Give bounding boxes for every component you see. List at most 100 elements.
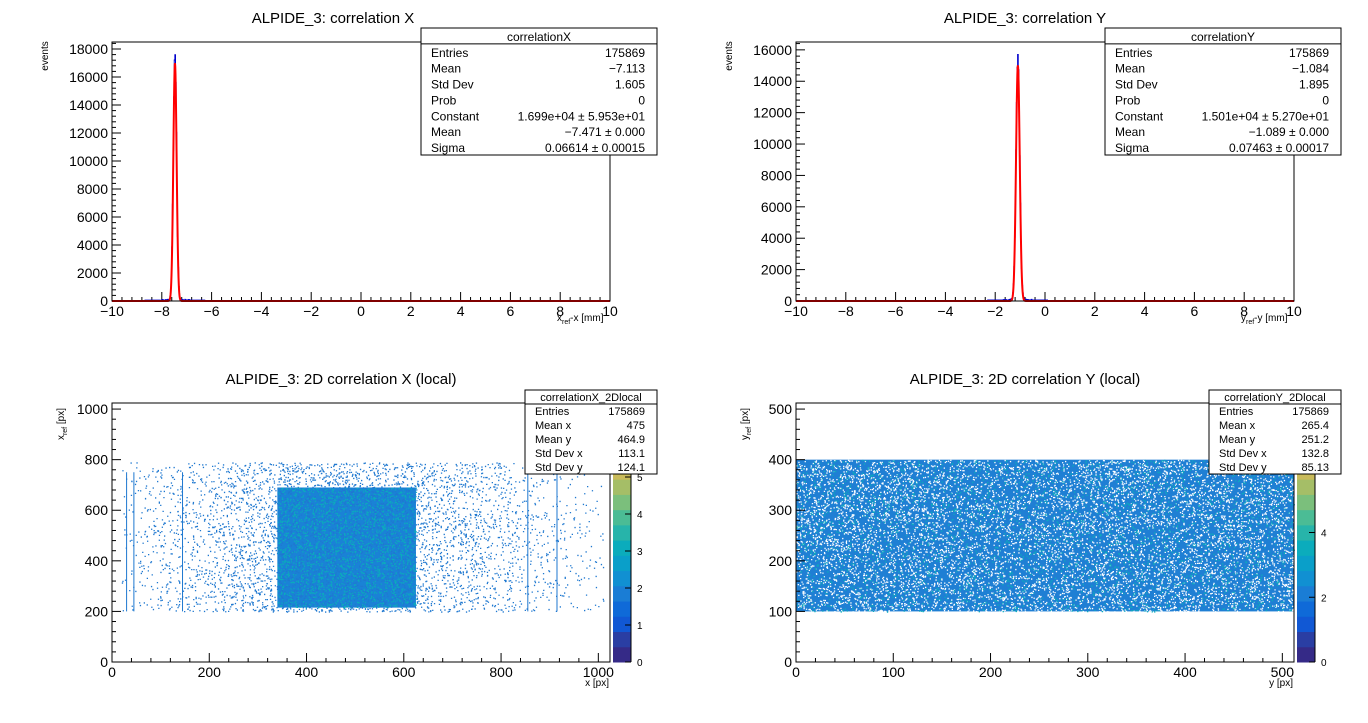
palette-swatch bbox=[613, 540, 631, 556]
stats-row-value: 1.699e+04 ± 5.953e+01 bbox=[518, 109, 646, 123]
stats-row-label: Mean bbox=[1115, 62, 1145, 76]
x-tick-label: 500 bbox=[1271, 664, 1295, 680]
stats-row-value: 265.4 bbox=[1301, 420, 1329, 432]
palette-tick-label: 5 bbox=[637, 473, 643, 484]
x-tick-label: 6 bbox=[1191, 303, 1199, 319]
y-axis-label: xref [px] bbox=[56, 408, 69, 440]
stats-box-name: correlationX_2Dlocal bbox=[540, 392, 642, 404]
stats-row-value: 175869 bbox=[1289, 46, 1329, 60]
palette-swatch bbox=[1297, 631, 1315, 648]
x-tick-label: 600 bbox=[392, 664, 416, 680]
palette-swatch bbox=[1297, 616, 1315, 633]
stats-row-value: 1.895 bbox=[1299, 78, 1329, 92]
stats-row-label: Mean bbox=[431, 62, 461, 76]
stats-row-value: 175869 bbox=[1292, 406, 1329, 418]
y-tick-label: 14000 bbox=[69, 97, 108, 113]
palette-swatch bbox=[613, 524, 631, 541]
palette-swatch bbox=[613, 616, 631, 633]
stats-row-label: Mean y bbox=[1219, 434, 1256, 446]
heatmap-cells bbox=[796, 459, 1296, 613]
stats-row-value: 175869 bbox=[608, 406, 645, 418]
stats-box: correlationX_2Dlocal Entries 175869 Mean x 4… bbox=[524, 389, 658, 475]
heatmap-sparse-cells bbox=[121, 462, 605, 613]
y-tick-label: 800 bbox=[85, 452, 109, 468]
palette-swatch bbox=[1297, 540, 1315, 556]
stats-row-value: −1.084 bbox=[1292, 62, 1329, 76]
x-axis-label: y [px] bbox=[1269, 678, 1293, 689]
y-tick-label: 0 bbox=[100, 654, 108, 670]
x-tick-label: −10 bbox=[100, 303, 124, 319]
chart-title: ALPIDE_3: correlation X bbox=[252, 10, 415, 27]
y-tick-label: 400 bbox=[85, 553, 109, 569]
y-tick-label: 6000 bbox=[761, 199, 792, 215]
x-tick-label: 0 bbox=[357, 303, 365, 319]
heatmap-cells bbox=[121, 462, 605, 613]
x-tick-label: 0 bbox=[108, 664, 116, 680]
y-tick-label: 2000 bbox=[761, 262, 792, 278]
stats-row-value: 464.9 bbox=[617, 434, 645, 446]
stats-row-value: 251.2 bbox=[1301, 434, 1329, 446]
stats-box-name: correlationX bbox=[507, 30, 571, 44]
y-tick-label: 6000 bbox=[77, 209, 108, 225]
histogram-panel-correlation-y: ALPIDE_3: correlation Y events yref-y [m… bbox=[724, 10, 1342, 326]
stats-row-value: 0 bbox=[1322, 93, 1329, 107]
palette-swatch bbox=[1297, 479, 1315, 495]
chart-title: ALPIDE_3: correlation Y bbox=[944, 10, 1106, 27]
palette-tick-label: 2 bbox=[1321, 593, 1327, 604]
x-tick-label: 2 bbox=[1091, 303, 1099, 319]
stats-row-value: 85.13 bbox=[1301, 462, 1329, 474]
stats-box-frame bbox=[1104, 27, 1342, 156]
palette-swatch bbox=[613, 479, 631, 495]
plot-frame bbox=[795, 41, 1295, 302]
stats-row-value: 1.501e+04 ± 5.270e+01 bbox=[1202, 109, 1330, 123]
x-tick-label: 2 bbox=[407, 303, 415, 319]
y-tick-label: 2000 bbox=[77, 265, 108, 281]
heatmap-panel-correlation-y-2d: ALPIDE_3: 2D correlation Y (local) yref … bbox=[740, 371, 1342, 689]
x-tick-label: 4 bbox=[457, 303, 465, 319]
stats-row-value: −7.471 ± 0.000 bbox=[565, 125, 646, 139]
y-tick-label: 4000 bbox=[761, 230, 792, 246]
stats-row-value: 132.8 bbox=[1301, 448, 1329, 460]
x-tick-label: 400 bbox=[1173, 664, 1197, 680]
stats-row-label: Prob bbox=[1115, 93, 1141, 107]
x-tick-label: 400 bbox=[295, 664, 319, 680]
y-tick-label: 200 bbox=[769, 553, 793, 569]
stats-row-label: Entries bbox=[535, 406, 570, 418]
palette-swatch bbox=[1297, 524, 1315, 541]
x-tick-label: −4 bbox=[937, 303, 953, 319]
x-tick-label: 200 bbox=[198, 664, 222, 680]
stats-row-label: Sigma bbox=[431, 141, 465, 155]
y-tick-label: 0 bbox=[784, 293, 792, 309]
stats-row-value: −1.089 ± 0.000 bbox=[1249, 125, 1330, 139]
y-tick-label: 8000 bbox=[77, 181, 108, 197]
x-tick-label: 1000 bbox=[583, 664, 614, 680]
x-tick-label: −2 bbox=[987, 303, 1003, 319]
stats-row-value: 1.605 bbox=[615, 78, 645, 92]
x-tick-label: 0 bbox=[1041, 303, 1049, 319]
x-axis-label: x [px] bbox=[585, 678, 609, 689]
stats-row-label: Entries bbox=[1219, 406, 1254, 418]
x-tick-label: 0 bbox=[792, 664, 800, 680]
y-axis-label: events bbox=[40, 41, 51, 70]
x-tick-label: −8 bbox=[154, 303, 170, 319]
y-tick-label: 1000 bbox=[77, 401, 108, 417]
stats-row-label: Prob bbox=[431, 93, 457, 107]
palette-tick-label: 0 bbox=[637, 658, 643, 669]
palette-swatch bbox=[1297, 646, 1315, 663]
x-tick-label: −4 bbox=[253, 303, 269, 319]
palette-tick-label: 4 bbox=[1321, 529, 1327, 540]
stats-row-value: 124.1 bbox=[617, 462, 645, 474]
palette-tick-label: 2 bbox=[637, 584, 643, 595]
palette-tick-label: 1 bbox=[637, 621, 643, 632]
stats-row-label: Std Dev y bbox=[535, 462, 583, 474]
stats-row-label: Std Dev bbox=[1115, 78, 1158, 92]
y-tick-label: 100 bbox=[769, 603, 793, 619]
stats-row-value: 0.06614 ± 0.00015 bbox=[545, 141, 645, 155]
stats-box-name: correlationY bbox=[1191, 30, 1255, 44]
stats-row-label: Mean x bbox=[535, 420, 572, 432]
palette-swatch bbox=[1297, 494, 1315, 511]
y-tick-label: 12000 bbox=[753, 105, 792, 121]
palette-swatch bbox=[613, 570, 631, 587]
y-tick-label: 16000 bbox=[753, 42, 792, 58]
stats-box-name: correlationY_2Dlocal bbox=[1224, 392, 1326, 404]
